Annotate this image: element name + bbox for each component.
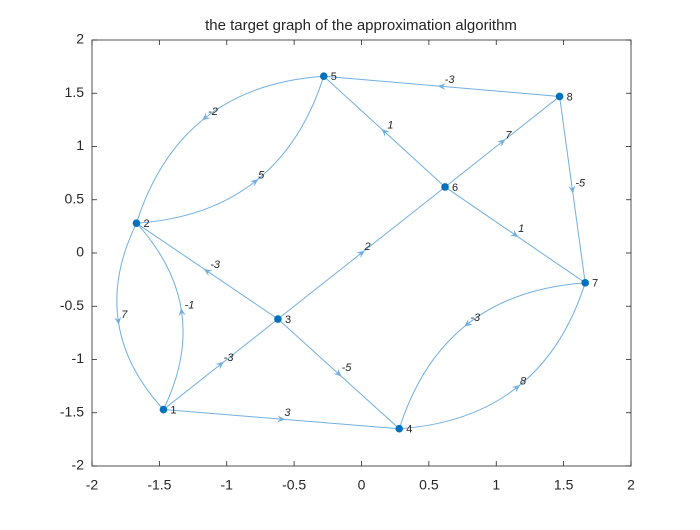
node	[159, 405, 168, 414]
edge-label: -2	[208, 106, 218, 118]
edge-label: -3	[470, 312, 481, 324]
edge-label: 7	[505, 130, 512, 142]
node-label: 6	[452, 182, 458, 194]
node-label: 7	[592, 278, 598, 290]
x-tick-label: -1	[221, 477, 234, 493]
y-tick-label: -2	[72, 457, 85, 473]
node	[555, 92, 564, 101]
y-tick-label: 0.5	[65, 190, 85, 206]
node	[274, 315, 282, 323]
x-tick-label: 1	[492, 477, 500, 493]
edge-label: -5	[342, 362, 353, 374]
chart-title: the target graph of the approximation al…	[205, 17, 517, 34]
edge-arrow	[568, 185, 576, 194]
edge-label: 7	[121, 309, 128, 321]
y-tick-label: 1	[76, 137, 84, 153]
edge-label: 5	[258, 169, 265, 181]
edge-arrow	[114, 316, 122, 325]
edge-label: 1	[387, 119, 393, 131]
edge-arrow	[178, 307, 186, 317]
edge-label: -3	[445, 74, 456, 86]
x-tick-label: 0.5	[419, 477, 439, 493]
node-label: 8	[567, 91, 573, 103]
node	[132, 219, 141, 227]
y-tick-label: -1.5	[60, 403, 84, 419]
edge-arrow	[437, 83, 446, 91]
x-tick-label: 1.5	[554, 477, 574, 493]
edge-arrow	[511, 384, 521, 393]
x-tick-label: 0	[358, 477, 366, 493]
edge-arrow	[509, 229, 519, 238]
node	[441, 183, 449, 191]
edge-label: -5	[575, 178, 586, 190]
edge-label: -1	[185, 300, 195, 312]
y-tick-label: 0	[76, 244, 84, 260]
y-tick-label: -1	[72, 350, 85, 366]
edge-arrow	[333, 368, 342, 377]
y-tick-label: -0.5	[60, 297, 84, 313]
edge-arrow	[497, 139, 506, 147]
node-label: 5	[331, 71, 337, 83]
node	[395, 424, 404, 433]
edge-arrow	[356, 250, 365, 259]
x-tick-label: 2	[627, 477, 635, 493]
edge-arrow	[201, 112, 211, 121]
node	[319, 72, 328, 81]
node	[581, 279, 589, 287]
edge-arrow	[203, 268, 213, 277]
node-label: 1	[170, 404, 176, 416]
edge-arrow	[249, 179, 259, 187]
node-label: 2	[143, 218, 149, 230]
edge-label: 2	[364, 241, 371, 253]
edge-label: -3	[210, 259, 221, 271]
edge-arrow	[464, 318, 473, 327]
edge-label: 8	[520, 375, 527, 387]
edge-arrow	[215, 361, 224, 370]
edge-arrow	[277, 415, 286, 423]
node-label: 4	[406, 424, 412, 436]
edge-label: -3	[224, 352, 235, 364]
edge-arrow	[381, 128, 390, 137]
x-tick-label: -2	[86, 477, 99, 493]
x-tick-label: -1.5	[147, 477, 171, 493]
y-tick-label: 1.5	[65, 84, 85, 100]
edge-label: 3	[284, 407, 291, 419]
x-tick-label: -0.5	[282, 477, 306, 493]
node-label: 3	[285, 314, 291, 326]
y-tick-label: 2	[76, 31, 84, 47]
edge-label: 1	[518, 223, 524, 235]
